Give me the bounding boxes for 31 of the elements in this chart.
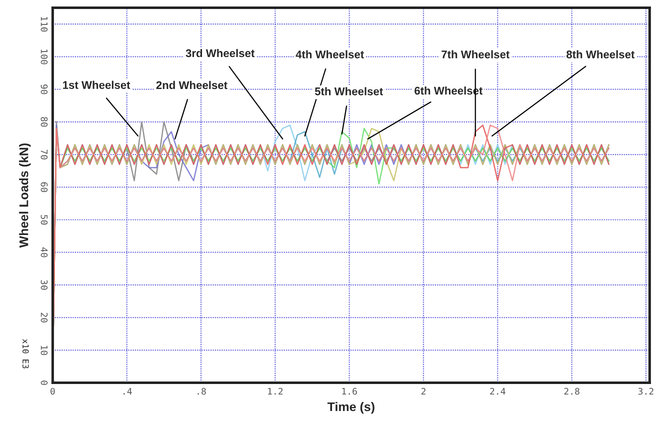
annotation: 8th Wheelset bbox=[566, 50, 635, 58]
y-tick-label: 50 bbox=[40, 214, 48, 225]
x-tick-label: 1.6 bbox=[342, 388, 357, 395]
y-tick-label: 0 bbox=[40, 380, 48, 385]
x-tick-label: 3.2 bbox=[638, 388, 654, 395]
y-tick-label: 40 bbox=[40, 247, 48, 258]
x-tick-label: .4 bbox=[124, 388, 132, 395]
x-tick-label: 0 bbox=[50, 388, 55, 395]
y-axis-title: Wheel Loads (kN) bbox=[19, 143, 31, 248]
y-tick-label: 110 bbox=[40, 17, 48, 32]
x-tick-label: 2.8 bbox=[564, 388, 580, 395]
y-tick-label: 70 bbox=[40, 150, 48, 160]
y-tick-label: 60 bbox=[40, 182, 48, 192]
text: x10 E3 bbox=[22, 339, 29, 368]
y-tick-label: 10 bbox=[40, 346, 48, 356]
x-tick-label: 2 bbox=[421, 388, 426, 395]
y-tick-label: 90 bbox=[40, 84, 48, 94]
y-tick-label: 80 bbox=[40, 117, 48, 127]
x-axis-title: Time (s) bbox=[327, 402, 374, 414]
annotation: 7th Wheelset bbox=[442, 50, 510, 58]
y-tick-label: 100 bbox=[40, 50, 48, 64]
x-tick-label: .8 bbox=[198, 388, 206, 395]
annotation: 3rd Wheelset bbox=[186, 48, 255, 58]
annotation: 5th Wheelset bbox=[314, 87, 383, 96]
y-tick-label: 20 bbox=[40, 312, 48, 322]
annotation: 2nd Wheelset bbox=[156, 80, 228, 90]
annotation: 1st Wheelset bbox=[63, 80, 130, 89]
x-tick-label: 1.2 bbox=[268, 388, 283, 395]
y-tick-label: 30 bbox=[40, 280, 48, 290]
annotation: 4th Wheelset bbox=[296, 50, 364, 58]
x-tick-label: 2.4 bbox=[490, 388, 506, 395]
